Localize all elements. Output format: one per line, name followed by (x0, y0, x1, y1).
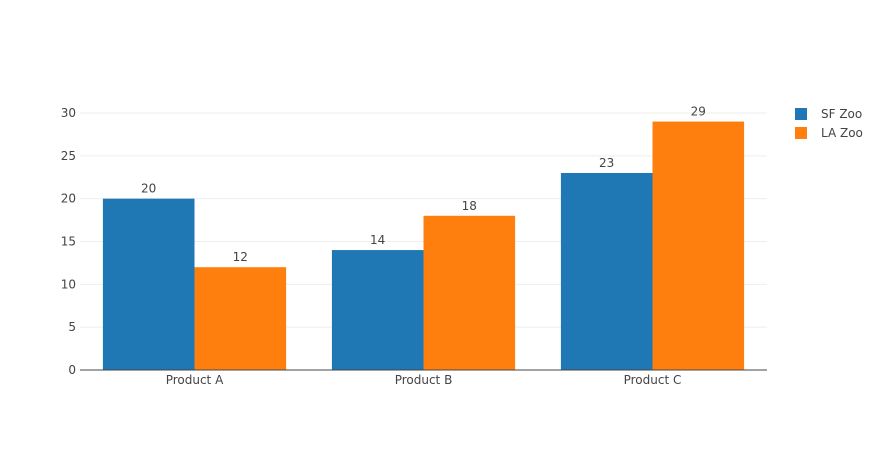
y-tick-label: 5 (68, 320, 76, 334)
legend-item-la-zoo[interactable]: LA Zoo (795, 126, 863, 140)
bar-value-label: 12 (233, 250, 248, 264)
legend-label: LA Zoo (821, 126, 863, 140)
bar-la-zoo-product-a[interactable] (194, 267, 287, 370)
bar-value-label: 20 (141, 182, 156, 196)
data-labels: 20 12 14 18 23 29 (141, 105, 706, 265)
bar-sf-zoo-product-a[interactable] (102, 198, 195, 370)
bar-sf-zoo-product-c[interactable] (560, 172, 653, 370)
y-tick-label: 20 (61, 192, 76, 206)
y-tick-label: 15 (61, 235, 76, 249)
y-tick-label: 0 (68, 363, 76, 377)
bars (102, 121, 745, 370)
y-tick-label: 30 (61, 106, 76, 120)
bar-value-label: 23 (599, 156, 614, 170)
legend[interactable]: SF Zoo LA Zoo (795, 107, 863, 140)
x-tick-label: Product C (624, 373, 682, 387)
x-axis: Product A Product B Product C (80, 369, 767, 387)
x-tick-label: Product A (166, 373, 224, 387)
legend-label: SF Zoo (821, 107, 862, 121)
bar-value-label: 29 (691, 105, 706, 119)
y-axis: 0 5 10 15 20 25 30 (61, 106, 76, 377)
y-tick-label: 10 (61, 277, 76, 291)
bar-la-zoo-product-c[interactable] (652, 121, 745, 370)
bar-value-label: 14 (370, 233, 385, 247)
legend-swatch (795, 108, 807, 120)
legend-swatch (795, 127, 807, 139)
x-tick-label: Product B (395, 373, 453, 387)
bar-la-zoo-product-b[interactable] (423, 215, 516, 370)
legend-item-sf-zoo[interactable]: SF Zoo (795, 107, 862, 121)
bar-value-label: 18 (462, 199, 477, 213)
y-tick-label: 25 (61, 149, 76, 163)
bar-sf-zoo-product-b[interactable] (331, 250, 424, 370)
